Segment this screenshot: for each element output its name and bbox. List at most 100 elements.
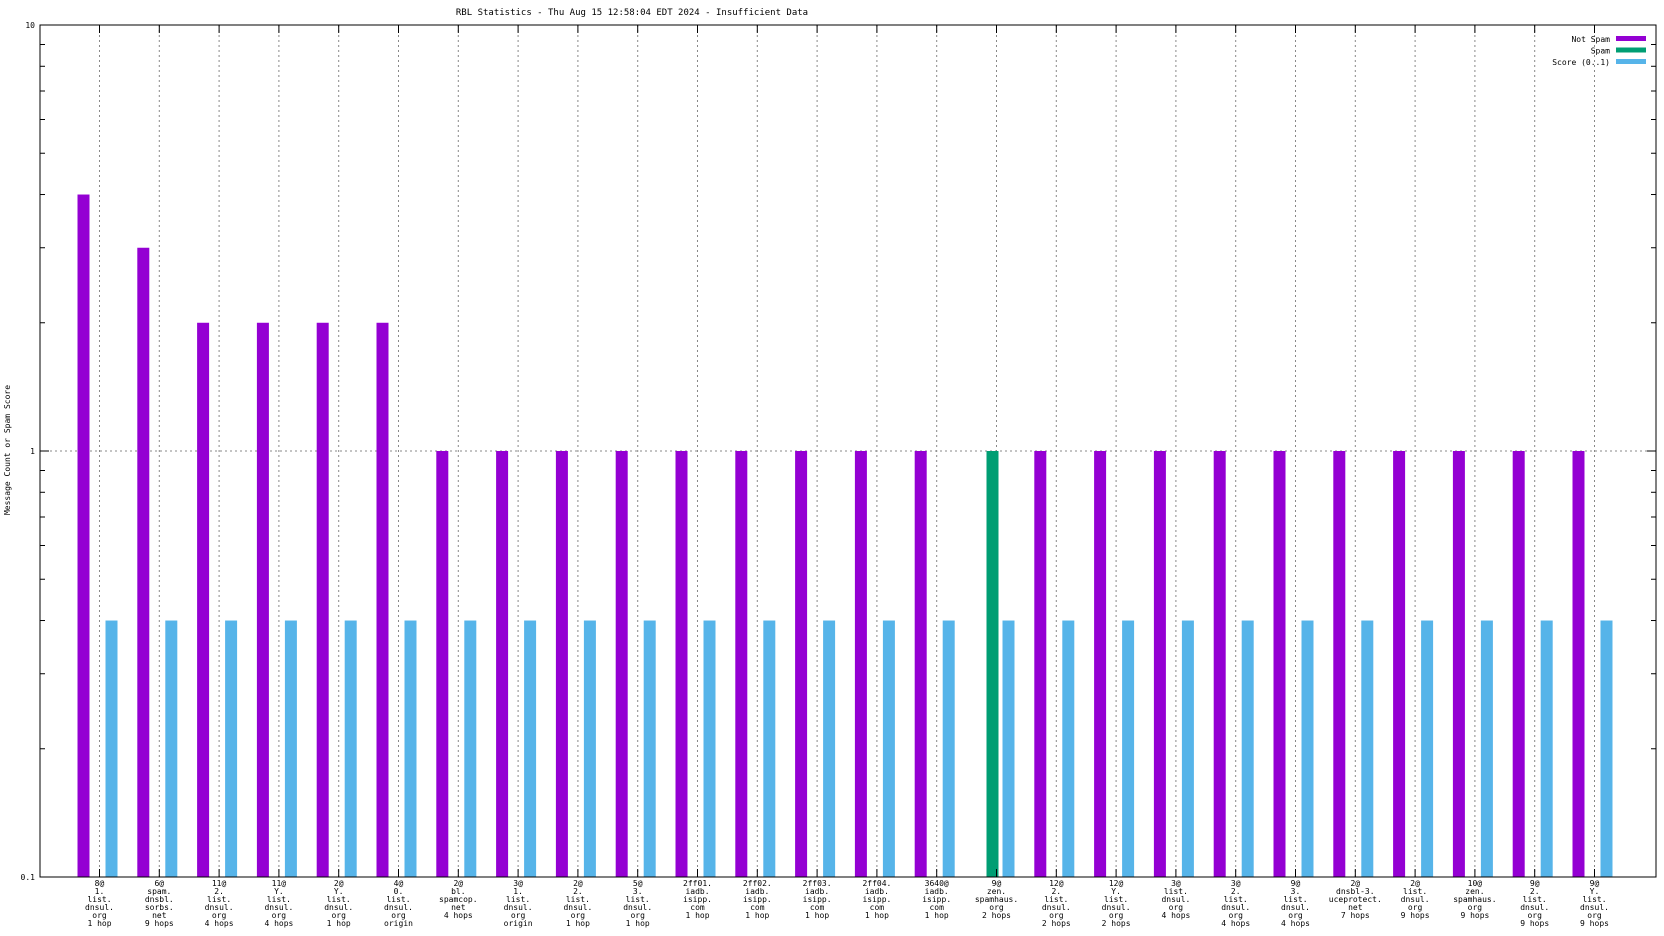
x-category-label: org [331, 911, 346, 920]
x-category-label: spam. [147, 887, 171, 896]
x-category-label: org [391, 911, 406, 920]
x-category-label: 1 hop [805, 911, 829, 920]
x-category-label: 2 hops [1102, 919, 1131, 928]
x-category-label: net [451, 903, 466, 912]
legend-label: Score (0..1) [1552, 58, 1610, 67]
x-category-label: list. [1044, 895, 1068, 904]
x-category-label: dnsul. [1042, 903, 1071, 912]
x-category-label: org [212, 911, 227, 920]
x-category-label: dnsul. [1281, 903, 1310, 912]
x-category-label: 12@ [1049, 879, 1064, 888]
x-category-label: 1 hop [685, 911, 709, 920]
x-category-label: com [750, 903, 765, 912]
y-tick-label: 0.1 [21, 873, 36, 882]
x-category-label: dnsul. [1221, 903, 1250, 912]
legend-label: Spam [1591, 47, 1610, 56]
x-category-label: spamcop. [439, 895, 478, 904]
x-category-label: origin [384, 919, 413, 928]
bar-score-0-1 [464, 620, 477, 877]
bar-not-spam [316, 322, 329, 877]
bar-not-spam [1333, 451, 1346, 877]
x-category-label: 9@ [1291, 879, 1301, 888]
legend-swatch [1616, 36, 1646, 41]
x-category-label: 1 hop [327, 919, 351, 928]
x-category-label: 2. [1530, 887, 1540, 896]
bar-score-0-1 [284, 620, 297, 877]
x-category-label: isipp. [922, 895, 951, 904]
bar-not-spam [197, 322, 210, 877]
bar-score-0-1 [1540, 620, 1553, 877]
x-category-label: com [810, 903, 825, 912]
x-category-label: org [1169, 903, 1184, 912]
x-category-label: org [272, 911, 287, 920]
x-category-label: org [1109, 911, 1124, 920]
bar-score-0-1 [643, 620, 656, 877]
bar-not-spam [1572, 451, 1585, 877]
y-axis-label: Message Count or Spam Score [3, 385, 12, 515]
x-category-label: org [1049, 911, 1064, 920]
x-category-label: 10@ [1468, 879, 1483, 888]
legend-swatch [1616, 47, 1646, 53]
x-category-label: org [92, 911, 107, 920]
x-category-label: 9@ [1530, 879, 1540, 888]
bar-not-spam [376, 322, 389, 877]
x-category-label: list. [626, 895, 650, 904]
x-category-label: list. [267, 895, 291, 904]
x-category-label: list. [1224, 895, 1248, 904]
x-category-label: 3@ [1171, 879, 1181, 888]
x-category-label: 2@ [453, 879, 463, 888]
x-category-label: iadb. [925, 887, 949, 896]
bar-score-0-1 [1301, 620, 1314, 877]
x-category-label: zen. [987, 887, 1006, 896]
x-category-label: 5@ [633, 879, 643, 888]
x-category-label: dnsbl-3. [1336, 887, 1375, 896]
x-category-label: 4 hops [444, 911, 473, 920]
bar-score-0-1 [1600, 620, 1613, 877]
x-category-label: iadb. [865, 887, 889, 896]
bar-score-0-1 [404, 620, 417, 877]
x-category-label: 3640@ [925, 879, 949, 888]
x-category-label: 2@ [573, 879, 583, 888]
y-tick-label: 10 [25, 21, 35, 30]
x-category-label: iadb. [685, 887, 709, 896]
x-category-label: 1. [513, 887, 523, 896]
x-category-label: 0. [394, 887, 404, 896]
bar-not-spam [555, 451, 568, 877]
x-category-label: 4@ [394, 879, 404, 888]
x-category-label: 1 hop [925, 911, 949, 920]
x-category-label: 2@ [1410, 879, 1420, 888]
x-category-label: dnsul. [324, 903, 353, 912]
x-category-label: isipp. [743, 895, 772, 904]
bar-not-spam [1034, 451, 1047, 877]
x-category-label: 9 hops [1580, 919, 1609, 928]
x-category-label: dnsul. [1102, 903, 1131, 912]
bar-not-spam [914, 451, 927, 877]
bar-not-spam [256, 322, 269, 877]
x-category-label: 9 hops [145, 919, 174, 928]
y-tick-label: 1 [30, 447, 35, 456]
bar-not-spam [1213, 451, 1226, 877]
x-category-label: 3. [633, 887, 643, 896]
x-category-label: origin [504, 919, 533, 928]
x-category-label: list. [566, 895, 590, 904]
bar-score-0-1 [703, 620, 716, 877]
bar-not-spam [1452, 451, 1465, 877]
x-category-label: 2ff04. [862, 879, 891, 888]
x-category-label: 3@ [513, 879, 523, 888]
bar-score-0-1 [942, 620, 955, 877]
x-category-label: Y. [1590, 887, 1600, 896]
bar-score-0-1 [583, 620, 596, 877]
x-category-label: 2. [1051, 887, 1061, 896]
bar-score-0-1 [1002, 620, 1015, 877]
grid-lines [40, 25, 1656, 877]
x-category-label: dnsul. [1520, 903, 1549, 912]
x-category-label: 8@ [95, 879, 105, 888]
bar-score-0-1 [1122, 620, 1135, 877]
bar-not-spam [496, 451, 509, 877]
x-category-label: 4 hops [1161, 911, 1190, 920]
x-category-label: 6@ [154, 879, 164, 888]
x-category-label: 2 hops [1042, 919, 1071, 928]
x-category-label: 9 hops [1520, 919, 1549, 928]
x-category-label: dnsul. [205, 903, 234, 912]
